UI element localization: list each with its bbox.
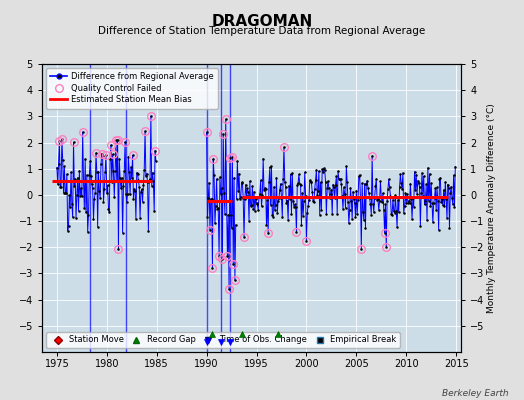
Text: Difference of Station Temperature Data from Regional Average: Difference of Station Temperature Data f… <box>99 26 425 36</box>
Y-axis label: Monthly Temperature Anomaly Difference (°C): Monthly Temperature Anomaly Difference (… <box>487 103 496 313</box>
Text: Berkeley Earth: Berkeley Earth <box>442 389 508 398</box>
Text: DRAGOMAN: DRAGOMAN <box>211 14 313 29</box>
Legend: Station Move, Record Gap, Time of Obs. Change, Empirical Break: Station Move, Record Gap, Time of Obs. C… <box>46 332 400 348</box>
